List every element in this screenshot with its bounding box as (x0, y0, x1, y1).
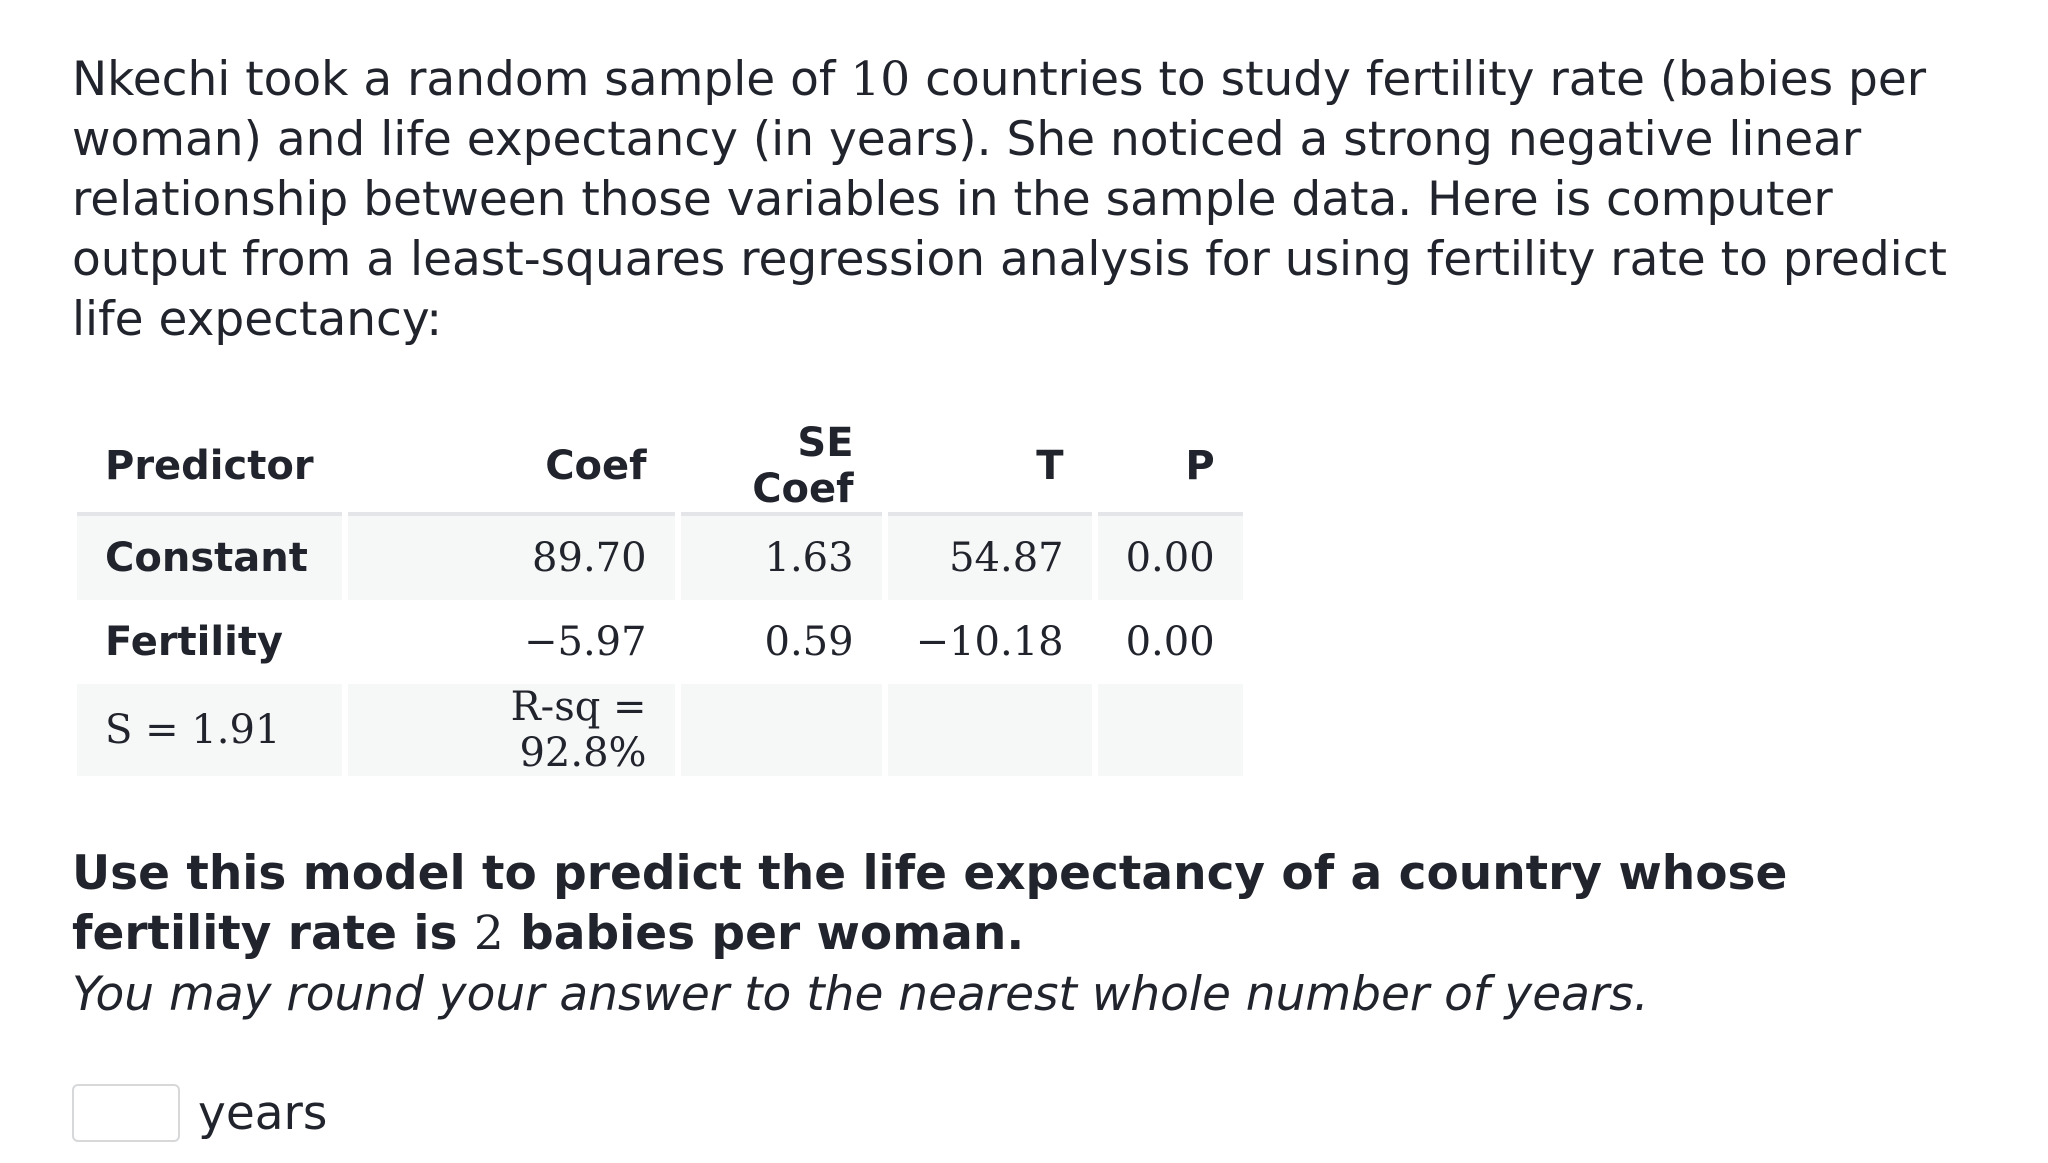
prompt-text: babies per woman. (503, 906, 1025, 961)
cell: −5.97 (523, 619, 647, 665)
header-cell: Predictor (77, 420, 342, 516)
prompt-number: 2 (473, 906, 504, 961)
header-cell: T (887, 420, 1092, 516)
intro: Nkechi took a random sample of 10 countr… (72, 50, 1972, 350)
empty-cell (1097, 684, 1243, 776)
table-row: Constant 89.70 1.63 54.87 0.00 (77, 516, 1243, 600)
prompt-text: Use this model to predict the life expec… (72, 846, 1788, 961)
cell: 89.70 (347, 516, 675, 600)
question: Nkechi took a random sample of 10 countr… (72, 50, 1972, 1142)
intro-text: countries to study fertility rate (babie… (72, 52, 1947, 347)
empty-cell (887, 684, 1092, 776)
header-row: Predictor Coef SE Coef T P (77, 420, 1243, 516)
intro-number: 10 (850, 52, 911, 107)
cell: 0.59 (764, 619, 854, 665)
cell: 0.00 (1097, 516, 1243, 600)
footer-row: S = 1.91 R-sq = 92.8% (77, 684, 1243, 776)
row-label: Fertility (105, 619, 284, 665)
header-cell: P (1097, 420, 1243, 516)
cell: 0.00 (1125, 619, 1215, 665)
cell: −10.18 (915, 619, 1064, 665)
header-cell: SE Coef (680, 420, 882, 516)
empty-cell (680, 684, 882, 776)
table-row: Fertility −5.97 0.59 −10.18 0.00 (77, 600, 1243, 684)
footer-cell: S = 1.91 (77, 684, 342, 776)
prompt: Use this model to predict the life expec… (72, 844, 1972, 964)
hint: You may round your answer to the nearest… (72, 967, 1649, 1022)
regression-table: Predictor Coef SE Coef T P Constant 89.7… (71, 420, 1249, 776)
cell: 54.87 (887, 516, 1092, 600)
row-label: Constant (77, 516, 342, 600)
answer-input[interactable] (72, 1084, 180, 1142)
footer-cell: R-sq = 92.8% (347, 684, 675, 776)
cell: 1.63 (680, 516, 882, 600)
unit-label: years (198, 1085, 328, 1141)
header-cell: Coef (347, 420, 675, 516)
answer-row: years (72, 1084, 1972, 1142)
intro-text: Nkechi took a random sample of (72, 52, 851, 107)
